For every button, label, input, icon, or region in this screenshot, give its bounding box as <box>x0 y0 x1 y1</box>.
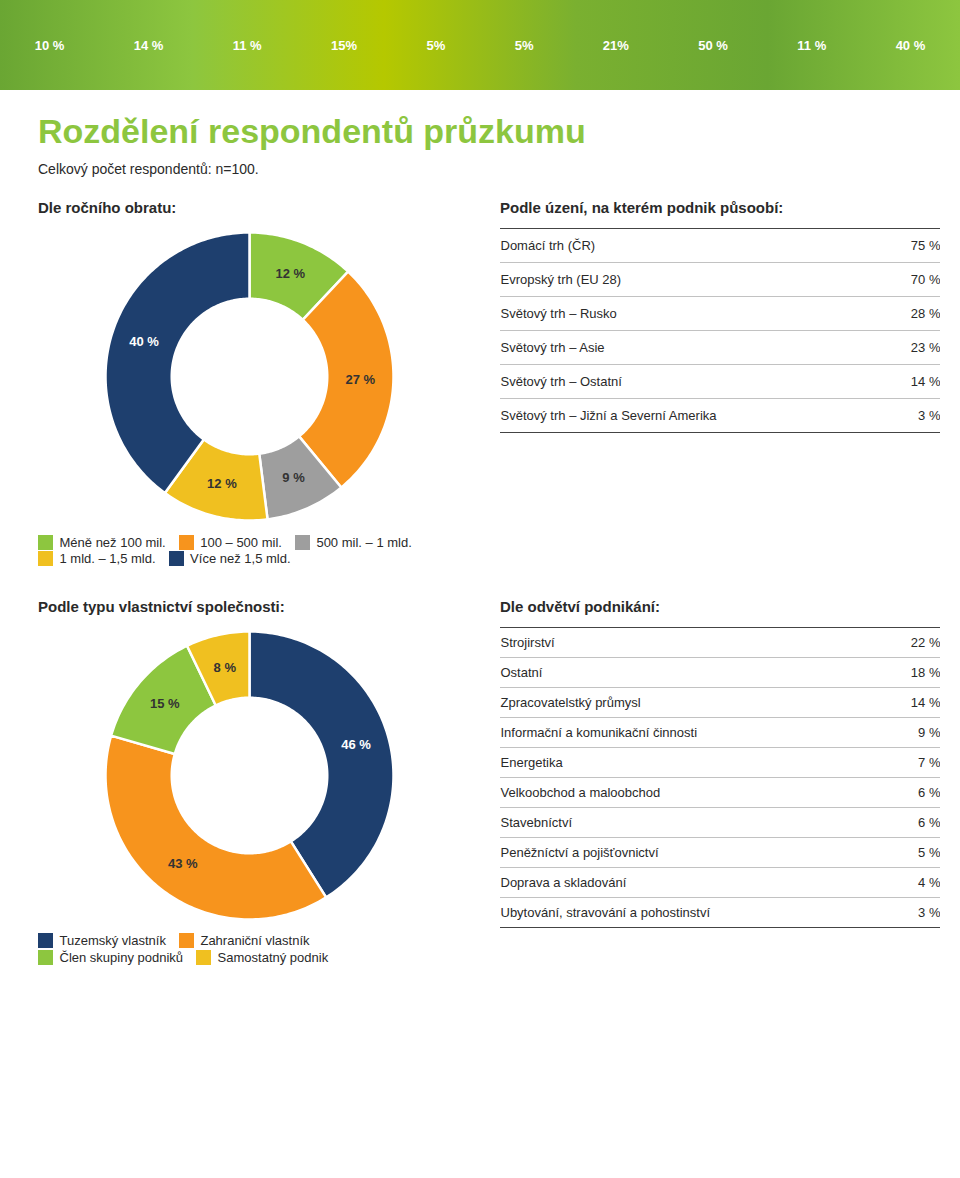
html-text:Rozdělení respondentů průzkumu: Rozdělení respondentů průzkumu <box>38 112 586 150</box>
svg-text:Světový trh – Asie: Světový trh – Asie <box>501 340 605 355</box>
svg-text:Informační a komunikační činno: Informační a komunikační činnosti <box>501 724 698 739</box>
html-text:500 mil. – 1 mld.: 500 mil. – 1 mld. <box>316 534 412 550</box>
svg-text:Peněžníctví a pojišťovnictví: Peněžníctví a pojišťovnictví <box>501 844 659 859</box>
svg-text:Domácí trh (ČR): Domácí trh (ČR) <box>501 238 596 253</box>
html-text:21%: 21% <box>602 37 629 53</box>
svg-text:27 %: 27 % <box>346 372 376 387</box>
svg-text:Světový trh – Rusko: Světový trh – Rusko <box>501 306 617 321</box>
svg-text:6 %: 6 % <box>918 814 940 829</box>
html-text:1 mld. – 1,5 mld.: 1 mld. – 1,5 mld. <box>59 551 156 567</box>
svg-text:8 %: 8 % <box>214 659 237 674</box>
html-text:100 – 500 mil.: 100 – 500 mil. <box>200 534 282 550</box>
html-text:Méně než 100 mil.: Méně než 100 mil. <box>59 534 166 550</box>
svg-text:4 %: 4 % <box>918 874 940 889</box>
svg-text:22 %: 22 % <box>911 634 940 649</box>
html-text:Více než 1,5 mld.: Více než 1,5 mld. <box>190 551 291 567</box>
svg-text:Zpracovatelstký průmysl: Zpracovatelstký průmysl <box>501 694 641 709</box>
svg-text:Doprava a skladování: Doprava a skladování <box>501 874 627 889</box>
svg-text:43 %: 43 % <box>168 856 198 871</box>
svg-text:Evropský trh (EU 28): Evropský trh (EU 28) <box>501 272 622 287</box>
svg-text:9 %: 9 % <box>918 724 940 739</box>
html-text:Podle úzení, na kterém podnik: Podle úzení, na kterém podnik půsoobí: <box>500 199 784 216</box>
svg-text:Energetika: Energetika <box>501 754 564 769</box>
html-text:5%: 5% <box>514 37 534 53</box>
svg-text:Velkoobchod a maloobchod: Velkoobchod a maloobchod <box>501 784 661 799</box>
svg-text:12 %: 12 % <box>207 476 237 491</box>
svg-text:Ostatní: Ostatní <box>501 664 543 679</box>
html-text:11 %: 11 % <box>232 37 262 53</box>
svg-text:7 %: 7 % <box>918 754 940 769</box>
svg-text:Strojirství: Strojirství <box>501 634 556 649</box>
svg-text:3 %: 3 % <box>918 408 940 423</box>
svg-text:75 %: 75 % <box>911 238 940 253</box>
html-text:Člen skupiny podniků: Člen skupiny podniků <box>59 949 184 965</box>
svg-text:23 %: 23 % <box>911 340 940 355</box>
svg-text:28 %: 28 % <box>911 306 940 321</box>
svg-text:Stavebníctví: Stavebníctví <box>501 814 573 829</box>
html-text:10 %: 10 % <box>34 37 65 53</box>
html-text:Podle typu vlastnictví společn: Podle typu vlastnictví společnosti: <box>38 597 285 615</box>
svg-text:12 %: 12 % <box>275 266 305 281</box>
svg-text:14 %: 14 % <box>911 694 940 709</box>
svg-text:14 %: 14 % <box>911 374 940 389</box>
svg-text:9 %: 9 % <box>282 470 305 485</box>
svg-text:6 %: 6 % <box>918 784 940 799</box>
svg-text:46 %: 46 % <box>341 736 371 751</box>
html-text:15%: 15% <box>331 37 358 53</box>
html-text:Celkový počet respondentů: n=1: Celkový počet respondentů: n=100. <box>38 161 259 177</box>
html-text:Zahraniční vlastník: Zahraniční vlastník <box>200 933 310 949</box>
html-text:14 %: 14 % <box>133 37 164 53</box>
svg-text:5 %: 5 % <box>918 844 940 859</box>
html-text:Samostatný podnik: Samostatný podnik <box>217 949 329 965</box>
html-text:Dle ročního obratu:: Dle ročního obratu: <box>38 199 177 216</box>
svg-text:Ubytování, stravování a pohost: Ubytování, stravování a pohostinství <box>501 904 711 919</box>
html-text:5%: 5% <box>426 37 446 53</box>
svg-text:18 %: 18 % <box>911 664 940 679</box>
html-text:50 %: 50 % <box>698 37 728 53</box>
svg-text:Světový trh – Ostatní: Světový trh – Ostatní <box>501 374 623 389</box>
svg-text:3 %: 3 % <box>918 904 940 919</box>
html-text:Dle odvětví podnikání:: Dle odvětví podnikání: <box>500 597 660 615</box>
html-text:11 %: 11 % <box>797 37 827 53</box>
svg-text:70 %: 70 % <box>911 272 940 287</box>
html-text:Tuzemský vlastník: Tuzemský vlastník <box>59 933 166 949</box>
svg-text:Světový trh – Jižní a Severní: Světový trh – Jižní a Severní Amerika <box>501 408 718 423</box>
html-text:40 %: 40 % <box>895 37 926 53</box>
svg-text:40 %: 40 % <box>129 334 159 349</box>
svg-text:15 %: 15 % <box>150 696 180 711</box>
